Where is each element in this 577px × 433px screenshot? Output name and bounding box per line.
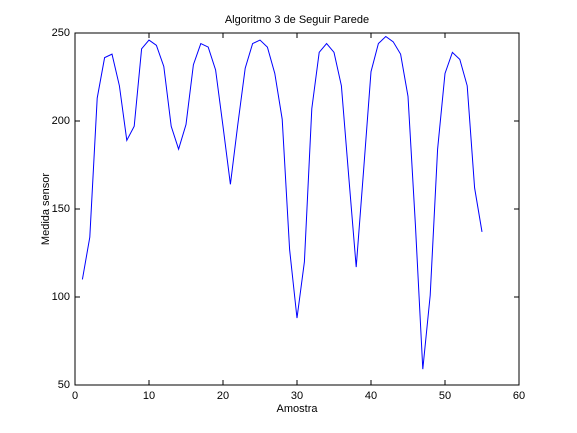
plot-box xyxy=(74,32,520,386)
y-tick-label: 50 xyxy=(58,379,70,391)
y-tick-label: 100 xyxy=(52,291,70,303)
x-tick-label: 60 xyxy=(513,390,525,402)
y-tick-label: 150 xyxy=(52,203,70,215)
y-tick-label: 250 xyxy=(52,27,70,39)
y-tick-label: 200 xyxy=(52,115,70,127)
x-tick-label: 10 xyxy=(143,390,155,402)
data-line xyxy=(81,35,483,370)
x-tick-label: 40 xyxy=(365,390,377,402)
x-tick-label: 50 xyxy=(439,390,451,402)
x-tick-label: 30 xyxy=(291,390,303,402)
y-axis-label: Medida sensor xyxy=(40,173,52,245)
x-tick-label: 0 xyxy=(72,390,78,402)
chart-title: Algoritmo 3 de Seguir Parede xyxy=(225,14,369,26)
x-axis-label: Amostra xyxy=(277,403,319,415)
x-tick-label: 20 xyxy=(217,390,229,402)
